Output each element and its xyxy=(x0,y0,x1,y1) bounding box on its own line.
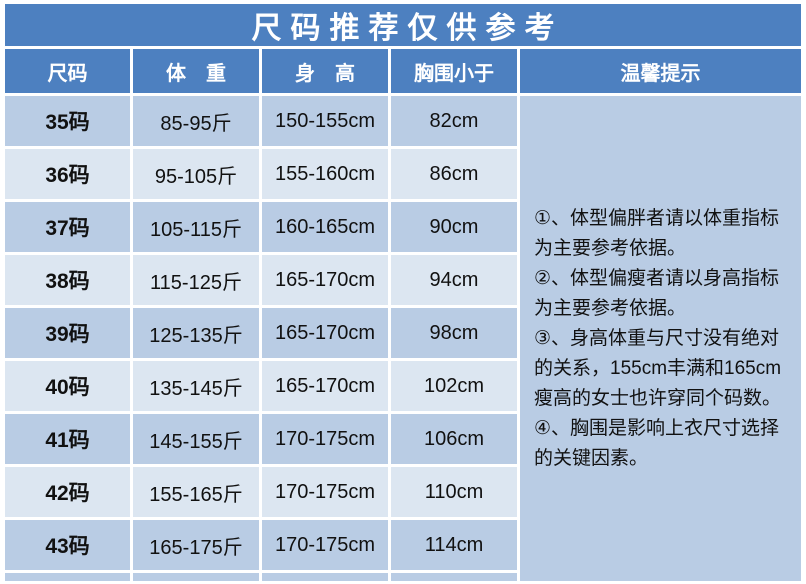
tip-line-2: ②、体型偏瘦者请以身高指标为主要参考依据。 xyxy=(534,267,780,319)
cell-size-41: 41码 xyxy=(5,414,130,464)
cell-weight: 145-155斤 xyxy=(133,414,259,464)
cell-height: 165-170cm xyxy=(262,361,388,411)
cell-chest: 98cm xyxy=(391,308,517,358)
cell-size-36: 36码 xyxy=(5,149,130,199)
cell-height: 170-175cm xyxy=(262,520,388,570)
header-cell-weight: 体 重 xyxy=(133,49,259,93)
header-cell-height: 身 高 xyxy=(262,49,388,93)
cell-weight: 165-175斤 xyxy=(133,520,259,570)
cell-weight: 125-135斤 xyxy=(133,308,259,358)
cell-chest: 106cm xyxy=(391,414,517,464)
cell-chest: 82cm xyxy=(391,96,517,146)
cell-chest: 94cm xyxy=(391,255,517,305)
cell-height: 165-170cm xyxy=(262,255,388,305)
partial-row-cell xyxy=(262,573,388,581)
tips-cell: ①、体型偏胖者请以体重指标为主要参考依据。 ②、体型偏瘦者请以身高指标为主要参考… xyxy=(520,96,801,581)
partial-row-cell xyxy=(5,573,130,581)
cell-height: 165-170cm xyxy=(262,308,388,358)
page-title: 尺码推荐仅供参考 xyxy=(5,4,801,46)
cell-size-38: 38码 xyxy=(5,255,130,305)
cell-size-42: 42码 xyxy=(5,467,130,517)
header-cell-chest: 胸围小于 xyxy=(391,49,517,93)
cell-weight: 155-165斤 xyxy=(133,467,259,517)
cell-chest: 110cm xyxy=(391,467,517,517)
cell-height: 155-160cm xyxy=(262,149,388,199)
cell-height: 160-165cm xyxy=(262,202,388,252)
cell-weight: 135-145斤 xyxy=(133,361,259,411)
cell-height: 170-175cm xyxy=(262,414,388,464)
tip-line-1: ①、体型偏胖者请以体重指标为主要参考依据。 xyxy=(534,207,780,259)
cell-size-35: 35码 xyxy=(5,96,130,146)
cell-weight: 115-125斤 xyxy=(133,255,259,305)
cell-size-40: 40码 xyxy=(5,361,130,411)
cell-height: 150-155cm xyxy=(262,96,388,146)
cell-weight: 85-95斤 xyxy=(133,96,259,146)
cell-size-39: 39码 xyxy=(5,308,130,358)
tip-line-4: ④、胸围是影响上衣尺寸选择的关键因素。 xyxy=(534,417,780,469)
cell-size-43: 43码 xyxy=(5,520,130,570)
cell-height: 170-175cm xyxy=(262,467,388,517)
tip-line-3: ③、身高体重与尺寸没有绝对的关系，155cm丰满和165cm瘦高的女士也许穿同个… xyxy=(534,327,782,409)
cell-weight: 105-115斤 xyxy=(133,202,259,252)
cell-chest: 90cm xyxy=(391,202,517,252)
header-cell-tips: 温馨提示 xyxy=(520,49,801,93)
cell-chest: 102cm xyxy=(391,361,517,411)
header-cell-size: 尺码 xyxy=(5,49,130,93)
partial-row-cell xyxy=(133,573,259,581)
cell-size-37: 37码 xyxy=(5,202,130,252)
size-table: 尺码推荐仅供参考 尺码 体 重 身 高 胸围小于 温馨提示 35码 85-95斤… xyxy=(5,4,801,581)
cell-chest: 114cm xyxy=(391,520,517,570)
partial-row-cell xyxy=(391,573,517,581)
cell-weight: 95-105斤 xyxy=(133,149,259,199)
cell-chest: 86cm xyxy=(391,149,517,199)
